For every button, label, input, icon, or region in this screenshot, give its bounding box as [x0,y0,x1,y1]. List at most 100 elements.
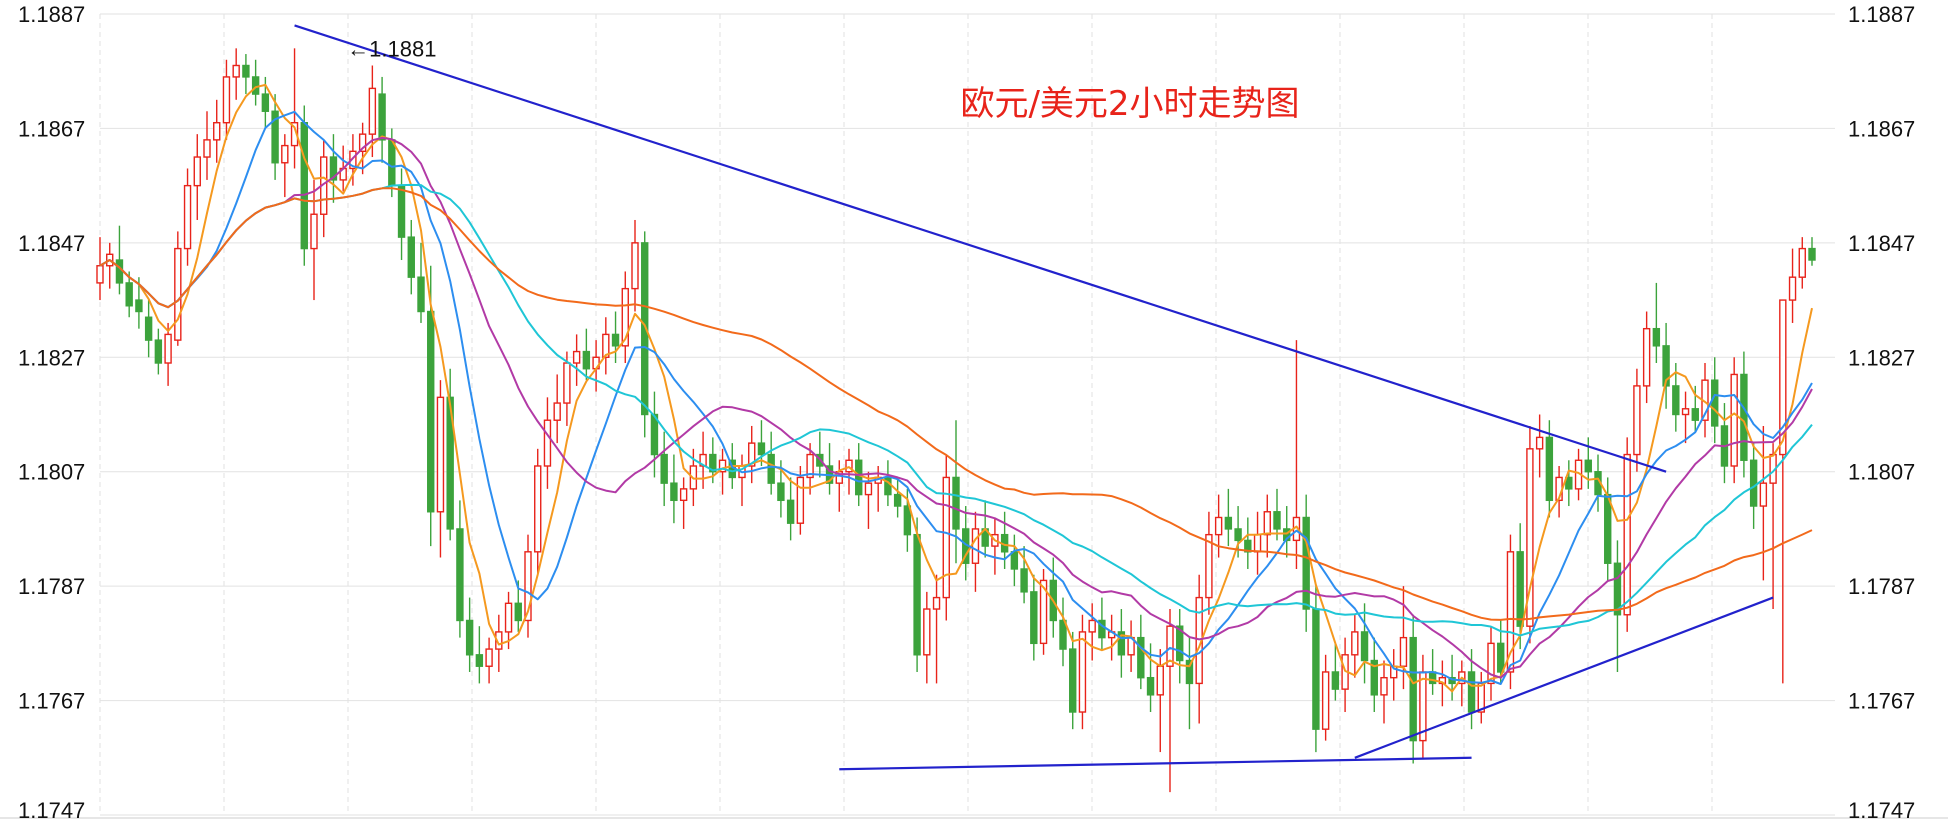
candle-body-down [1604,493,1612,564]
candle-body-up [310,213,318,250]
candle-body-down [388,139,396,187]
candle [1069,631,1077,730]
candle [203,111,211,180]
candle-body-down [1059,619,1067,650]
candle [310,179,318,301]
candle-body-down [1312,608,1320,730]
candle-body-up [203,139,211,158]
candle-body-up [1506,551,1515,673]
candle-body-up [971,528,980,564]
candle-body-down [786,499,795,524]
candle-body-down [1652,327,1661,347]
candle-body-down [1069,648,1077,713]
candle [504,591,513,650]
candle [378,76,386,163]
candle-body-down [1137,636,1145,679]
candle [786,477,795,541]
candle [952,420,960,564]
y-tick-label-left: 1.1747 [18,798,85,822]
candle [427,265,435,547]
candle [1185,637,1194,730]
candle-body-down [1516,551,1524,627]
candle-body-up [1380,676,1388,696]
candle-body-down [777,482,785,502]
candle [1312,586,1320,753]
candle-body-up [1263,511,1271,536]
candle-body-down [1185,659,1194,685]
candle [563,351,571,426]
trend-lines [294,24,1774,771]
candle-body-up [436,396,445,513]
candle [368,65,377,158]
y-tick-label-right: 1.1847 [1848,231,1915,256]
candle-body-up [1321,671,1330,730]
y-tick-label-right: 1.1807 [1848,460,1915,485]
y-tick-label-right: 1.1787 [1848,574,1915,599]
candle [1526,425,1534,644]
candle-body-down [650,413,659,456]
y-axis-left: 1.1887 1.1867 1.1847 1.1827 1.1807 1.1787 1.17… [18,2,85,822]
candle [553,374,561,444]
candle [1662,322,1670,409]
candle-body-down [1497,642,1505,673]
candle [213,99,221,163]
y-tick-label-left: 1.1887 [18,2,85,27]
candle-body-down [1010,551,1019,570]
candle [1360,603,1369,684]
candle [1273,488,1281,541]
candle-body-down [407,236,415,278]
candle [485,637,493,684]
rising-support-line [1354,596,1774,759]
candle [971,511,980,592]
price-annotations: ←1.1881←1.1751 [347,36,436,61]
candle [1798,237,1806,289]
candle-body-up [368,87,377,135]
candle-body-down [670,482,678,502]
candle-body-up [923,608,931,656]
candle-body-down [757,442,766,456]
candle-body-up [942,476,950,599]
candle [582,328,591,381]
candle-body-down [913,533,921,656]
candle-body-up [164,333,172,364]
support-base-line [839,756,1472,771]
candle-body-down [1711,379,1719,427]
candle-body-up [631,242,639,290]
y-tick-label-left: 1.1847 [18,231,85,256]
y-tick-label-right: 1.1827 [1848,345,1915,370]
candle-body-up [1633,385,1641,456]
candle [602,317,610,375]
candle [1088,603,1096,661]
candle-body-down [1273,511,1281,530]
candle [534,448,542,575]
candle-body-down [144,316,153,341]
candle-body-down [1146,676,1155,696]
candle [1711,357,1719,444]
candle-body-up [485,648,493,667]
candle-body-down [271,110,279,164]
candle-body-up [864,482,873,496]
candle-body-down [1749,459,1758,507]
candle [174,231,182,346]
candle [1380,660,1388,724]
candle [417,242,425,323]
candle [281,134,289,198]
candle [1516,523,1524,650]
candle [679,477,688,529]
candle-body-up [1253,533,1262,553]
candle-body-down [456,528,464,622]
candle-body-down [1584,459,1592,473]
candle-body-up [1205,533,1213,599]
candle-body-up [1535,436,1544,450]
candle-body-down [1691,408,1699,421]
ma-line-20 [99,136,1813,679]
candle-body-down [1613,562,1622,616]
candle [757,420,766,466]
candle [154,328,163,375]
candle [1672,363,1680,432]
price-annotation: ←1.1881 [347,36,436,61]
candle [631,219,639,312]
candle [1331,643,1340,701]
candle [1642,311,1651,404]
candle [144,300,153,358]
